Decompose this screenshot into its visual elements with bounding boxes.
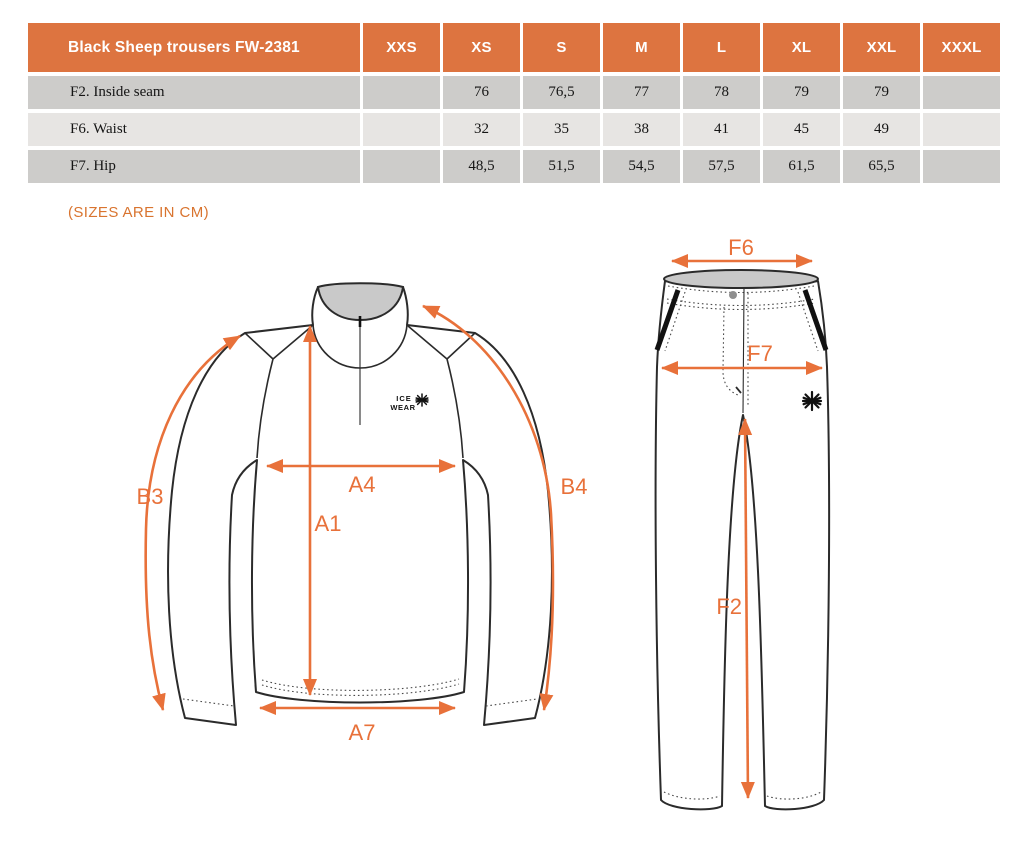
size-value-cell: 35 — [523, 113, 600, 146]
size-value-cell — [363, 113, 440, 146]
size-value-cell: 76,5 — [523, 76, 600, 109]
table-title: Black Sheep trousers FW-2381 — [28, 23, 360, 72]
size-column-header: M — [603, 23, 680, 72]
trousers-measure-arrows — [661, 254, 823, 799]
size-value-cell — [923, 150, 1000, 183]
size-value-cell: 65,5 — [843, 150, 920, 183]
measure-label-f7: F7 — [747, 341, 773, 366]
size-column-header: XS — [443, 23, 520, 72]
measure-label-b3: B3 — [137, 484, 164, 509]
table-row: F2. Inside seam 76 76,5 77 78 79 79 — [28, 76, 1000, 109]
waist-button — [729, 291, 737, 299]
size-column-header: XXXL — [923, 23, 1000, 72]
collar-opening — [316, 282, 405, 322]
row-label: F6. Waist — [28, 113, 360, 146]
size-value-cell: 45 — [763, 113, 840, 146]
size-column-header: XL — [763, 23, 840, 72]
arrow-f2 — [738, 418, 755, 799]
measure-label-a4: A4 — [349, 472, 376, 497]
row-label: F7. Hip — [28, 150, 360, 183]
size-column-header: XXS — [363, 23, 440, 72]
measure-label-f2: F2 — [716, 594, 742, 619]
snowflake-icon — [801, 390, 823, 412]
size-value-cell: 38 — [603, 113, 680, 146]
trousers-outline — [654, 280, 831, 811]
measure-label-f6: F6 — [728, 235, 754, 260]
size-table: Black Sheep trousers FW-2381 XXS XS S M L XL XX… — [25, 19, 1003, 187]
size-value-cell: 61,5 — [763, 150, 840, 183]
sweater-measure-arrows — [144, 304, 555, 715]
size-value-cell — [363, 76, 440, 109]
measure-label-b4: B4 — [561, 474, 588, 499]
trousers-drawing: F6 F7 F2 — [654, 235, 831, 811]
size-value-cell: 79 — [843, 76, 920, 109]
size-value-cell: 51,5 — [523, 150, 600, 183]
logo-line2: WEAR — [390, 403, 415, 412]
logo-line1: ICE — [396, 394, 412, 403]
size-value-cell: 32 — [443, 113, 520, 146]
size-value-cell: 77 — [603, 76, 680, 109]
arrow-b4 — [422, 304, 555, 711]
row-label: F2. Inside seam — [28, 76, 360, 109]
snowflake-icon — [415, 393, 429, 407]
arrow-b3 — [144, 334, 241, 711]
left-pocket — [654, 289, 681, 351]
size-column-header: L — [683, 23, 760, 72]
garment-diagrams: ICE WEAR B3 A4 A1 B4 A7 — [137, 235, 831, 811]
sweater-drawing: ICE WEAR B3 A4 A1 B4 A7 — [137, 282, 588, 745]
size-value-cell: 41 — [683, 113, 760, 146]
size-value-cell: 48,5 — [443, 150, 520, 183]
size-value-cell — [363, 150, 440, 183]
right-pocket — [802, 289, 829, 351]
measure-label-a7: A7 — [349, 720, 376, 745]
size-value-cell: 49 — [843, 113, 920, 146]
size-column-header: XXL — [843, 23, 920, 72]
measure-label-a1: A1 — [315, 511, 342, 536]
waist-opening — [663, 269, 819, 289]
table-row: F7. Hip 48,5 51,5 54,5 57,5 61,5 65,5 — [28, 150, 1000, 183]
size-value-cell: 54,5 — [603, 150, 680, 183]
size-value-cell: 78 — [683, 76, 760, 109]
size-value-cell — [923, 113, 1000, 146]
size-value-cell: 57,5 — [683, 150, 760, 183]
table-row: F6. Waist 32 35 38 41 45 49 — [28, 113, 1000, 146]
size-value-cell — [923, 76, 1000, 109]
sizes-note: (SIZES ARE IN CM) — [68, 204, 209, 221]
size-value-cell: 79 — [763, 76, 840, 109]
size-column-header: S — [523, 23, 600, 72]
size-value-cell: 76 — [443, 76, 520, 109]
